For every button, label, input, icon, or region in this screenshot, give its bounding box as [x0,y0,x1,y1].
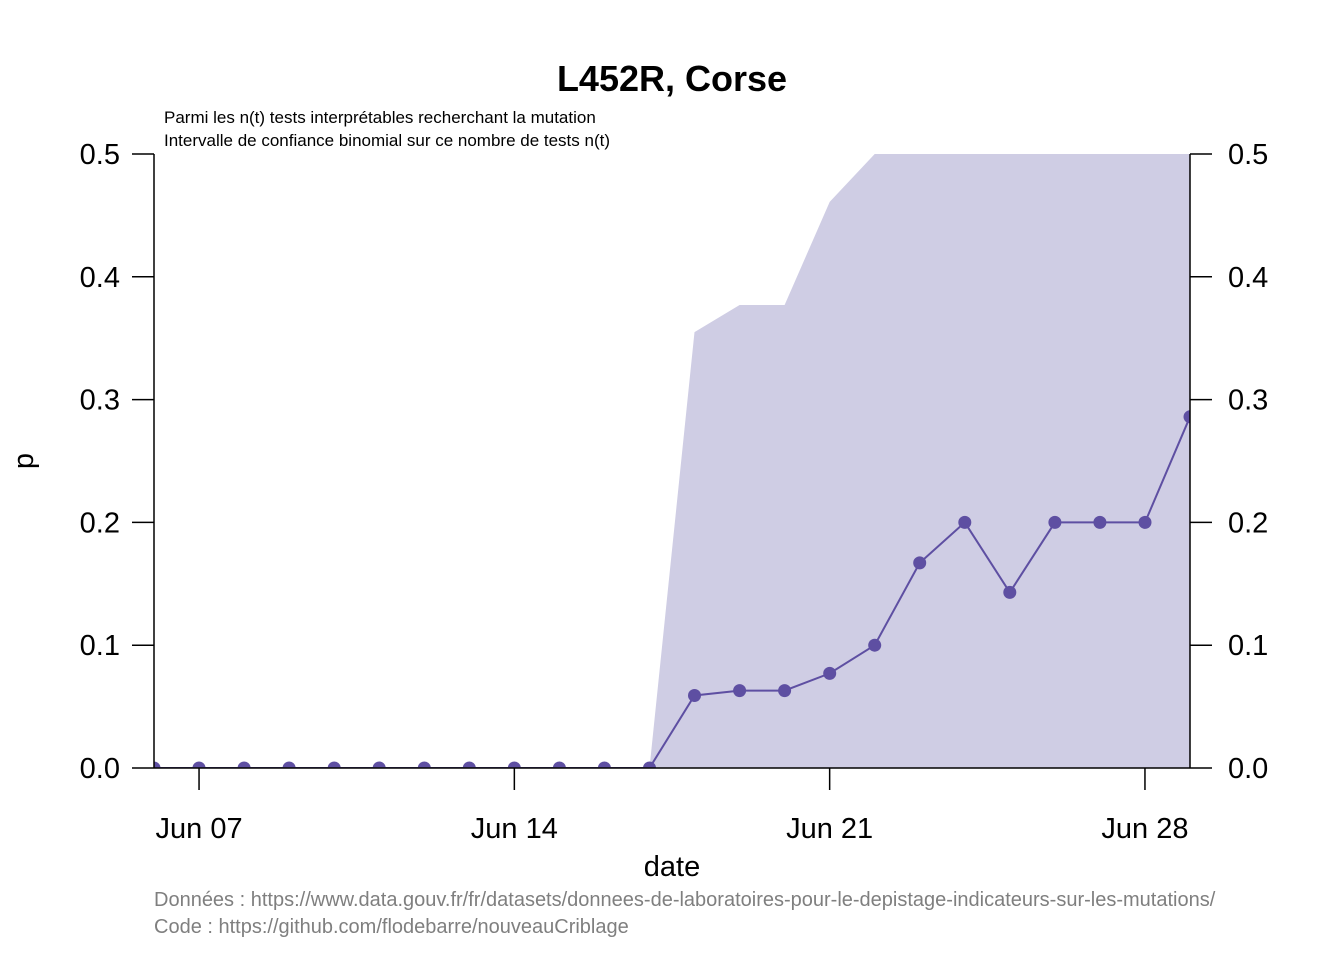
data-point [1093,515,1107,529]
y-tick-label-right: 0.5 [1228,139,1268,171]
data-point [327,761,341,768]
chart-title: L452R, Corse [557,58,787,99]
data-point [1003,585,1017,599]
data-point [507,761,521,768]
data-point [1183,410,1190,424]
y-tick-label-right: 0.1 [1228,630,1268,662]
data-point [643,761,656,768]
data-point [1048,515,1062,529]
x-tick-label: Jun 07 [156,813,243,845]
x-tick-label: Jun 28 [1101,813,1188,845]
data-point [417,761,431,768]
data-point [237,761,251,768]
code-source-caption: Code : https://github.com/flodebarre/nou… [154,916,629,938]
y-tick-label-left: 0.5 [80,139,120,171]
x-tick-label: Jun 14 [471,813,558,845]
series-line [154,416,1190,768]
data-point [282,761,296,768]
data-point [733,684,747,698]
y-tick-label-right: 0.0 [1228,753,1268,785]
data-point [192,761,206,768]
x-axis-title: date [644,851,700,883]
y-tick-label-right: 0.4 [1228,262,1268,294]
data-point [154,761,161,768]
data-point [597,761,611,768]
y-tick-label-right: 0.3 [1228,385,1268,417]
chart-subtitle-line-2: Intervalle de confiance binomial sur ce … [164,131,610,150]
data-point [778,684,792,698]
data-point [823,666,837,680]
plot-area [154,154,1190,768]
data-point [913,556,927,570]
data-point [1138,515,1152,529]
x-tick-label: Jun 21 [786,813,873,845]
data-point [688,689,701,702]
data-source-caption: Données : https://www.data.gouv.fr/fr/da… [154,889,1216,911]
axes: 0.0 0.0 0.1 0.1 0.2 0.2 0.3 0.3 0.4 0.4 0.5 0.5 Jun … [80,139,1269,845]
confidence-band [649,154,1190,768]
y-axis-title: p [8,453,40,469]
data-point [552,761,566,768]
chart-subtitle-line-1: Parmi les n(t) tests interprétables rech… [164,108,596,127]
y-tick-label-right: 0.2 [1228,507,1268,539]
data-point [462,761,476,768]
y-tick-label-left: 0.1 [80,630,120,662]
y-tick-label-left: 0.3 [80,385,120,417]
y-tick-label-left: 0.4 [80,262,120,294]
y-tick-label-left: 0.2 [80,507,120,539]
data-point [868,638,882,652]
y-tick-label-left: 0.0 [80,753,120,785]
data-point [372,761,386,768]
data-point [958,515,972,529]
